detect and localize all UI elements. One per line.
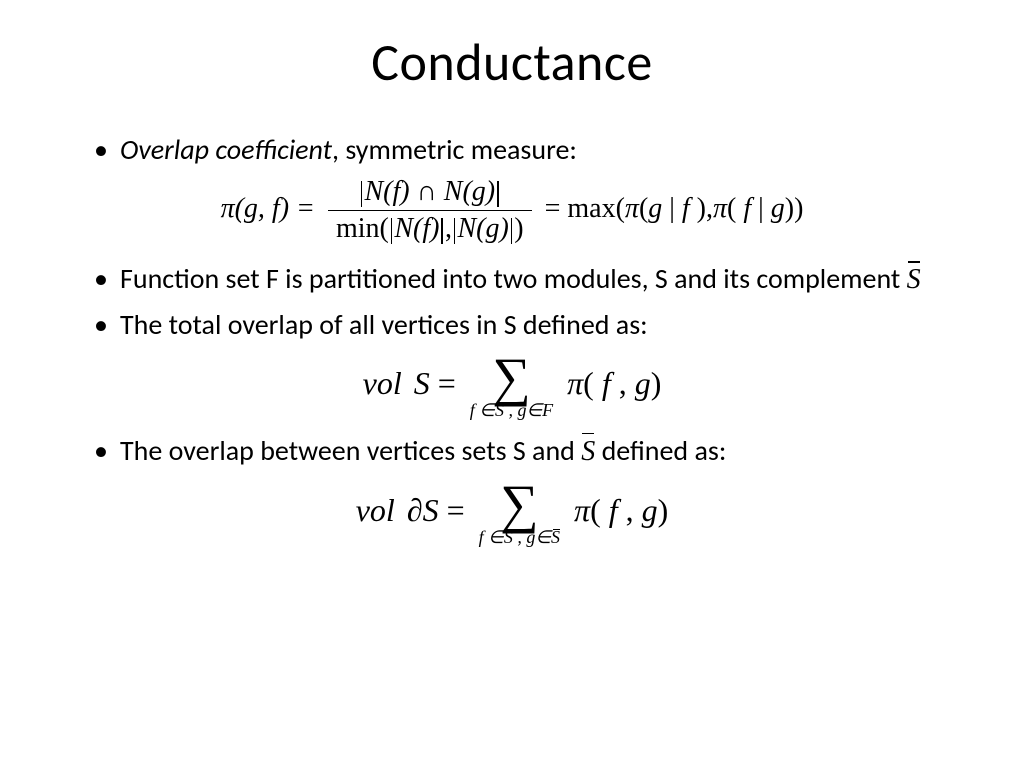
fraction: N(f) ∩ N(g) min(N(f),N(g)) bbox=[328, 176, 532, 245]
sigma-icon-2: ∑ bbox=[479, 480, 560, 529]
vol-label: vol bbox=[363, 365, 402, 401]
vol-set: S bbox=[414, 365, 430, 401]
s-complement-icon-2: S bbox=[581, 434, 595, 470]
formula-lhs: π(g, f) = bbox=[221, 193, 315, 224]
formula-rhs: = max(= max(π(g | f), π(f | g))π(g | f )… bbox=[545, 193, 804, 224]
formula-overlap-coefficient: π(g, f) = N(f) ∩ N(g) min(N(f),N(g)) = m… bbox=[90, 176, 934, 245]
bullet-total-overlap-text: The total overlap of all vertices in S d… bbox=[120, 307, 648, 342]
fraction-denominator: min(N(f),N(g)) bbox=[328, 211, 532, 245]
den-sep: , bbox=[445, 213, 452, 244]
fraction-numerator: N(f) ∩ N(g) bbox=[328, 176, 532, 211]
abs-den2: N(g) bbox=[452, 213, 514, 244]
vol-term: π( f , g) bbox=[567, 365, 661, 401]
den-abs2-expr: N(g) bbox=[457, 213, 508, 244]
bullet-total-overlap: The total overlap of all vertices in S d… bbox=[90, 307, 934, 343]
formula-vol-ds: vol ∂S = ∑ f ∈S , g∈S π( f , g) bbox=[90, 480, 934, 548]
den-suffix: ) bbox=[514, 213, 523, 244]
sigma-sub-2: f ∈S , g∈S bbox=[479, 527, 560, 548]
vol-term-2: π( f , g) bbox=[574, 492, 668, 528]
vol-partial-s: ∂S bbox=[407, 492, 439, 528]
sigma-sub-sbar: S bbox=[551, 527, 560, 548]
bullet-italic-lead: Overlap coefficient bbox=[120, 132, 332, 167]
bullet-overlap-coefficient: Overlap coefficient, symmetric measure: bbox=[90, 132, 934, 168]
sigma-sub-left: f ∈S , g∈ bbox=[479, 527, 551, 547]
numerator-expr: N(f) ∩ N(g) bbox=[364, 176, 495, 207]
abs-numerator: N(f) ∩ N(g) bbox=[359, 176, 501, 207]
sigma-sub: f ∈S , g∈F bbox=[470, 400, 553, 421]
abs-den1: N(f) bbox=[389, 213, 445, 244]
bullet-rest: , symmetric measure: bbox=[332, 132, 577, 167]
vol-eq: = bbox=[438, 365, 464, 401]
bullet-overlap-between-post: defined as: bbox=[595, 433, 726, 468]
slide: Conductance Overlap coefficient, symmetr… bbox=[0, 0, 1024, 768]
den-prefix: min( bbox=[336, 213, 389, 244]
s-complement-icon: S bbox=[907, 262, 921, 298]
sigma-block-2: ∑ f ∈S , g∈S bbox=[479, 480, 560, 548]
bullet-overlap-between: The overlap between vertices sets S and … bbox=[90, 433, 934, 470]
vol-eq-2: = bbox=[447, 492, 473, 528]
bullet-partition: Function set F is partitioned into two m… bbox=[90, 261, 934, 298]
den-abs1-expr: N(f) bbox=[394, 213, 439, 244]
sigma-icon: ∑ bbox=[470, 353, 553, 402]
formula-vol-s: vol S = ∑ f ∈S , g∈F π( f , g) bbox=[90, 353, 934, 421]
vol-label-2: vol bbox=[356, 492, 395, 528]
bullet-partition-pre: Function set F is partitioned into two m… bbox=[120, 261, 907, 296]
bullet-overlap-between-pre: The overlap between vertices sets S and bbox=[120, 433, 581, 468]
sigma-block: ∑ f ∈S , g∈F bbox=[470, 353, 553, 421]
slide-title: Conductance bbox=[90, 30, 934, 94]
